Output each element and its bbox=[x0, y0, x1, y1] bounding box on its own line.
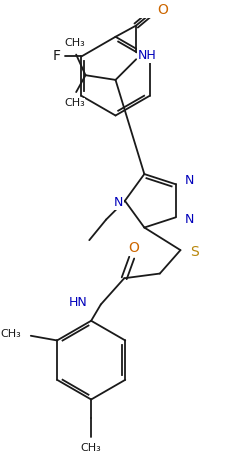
Text: F: F bbox=[53, 49, 61, 64]
Text: CH₃: CH₃ bbox=[1, 329, 21, 339]
Text: CH₃: CH₃ bbox=[80, 443, 101, 453]
Text: O: O bbox=[156, 3, 167, 16]
Text: CH₃: CH₃ bbox=[64, 98, 84, 108]
Text: NH: NH bbox=[137, 49, 156, 62]
Text: O: O bbox=[128, 241, 138, 255]
Text: CH₃: CH₃ bbox=[64, 38, 84, 48]
Text: N: N bbox=[113, 196, 123, 209]
Text: HN: HN bbox=[69, 296, 87, 309]
Text: N: N bbox=[184, 174, 194, 187]
Text: N: N bbox=[184, 213, 194, 226]
Text: S: S bbox=[189, 245, 198, 259]
